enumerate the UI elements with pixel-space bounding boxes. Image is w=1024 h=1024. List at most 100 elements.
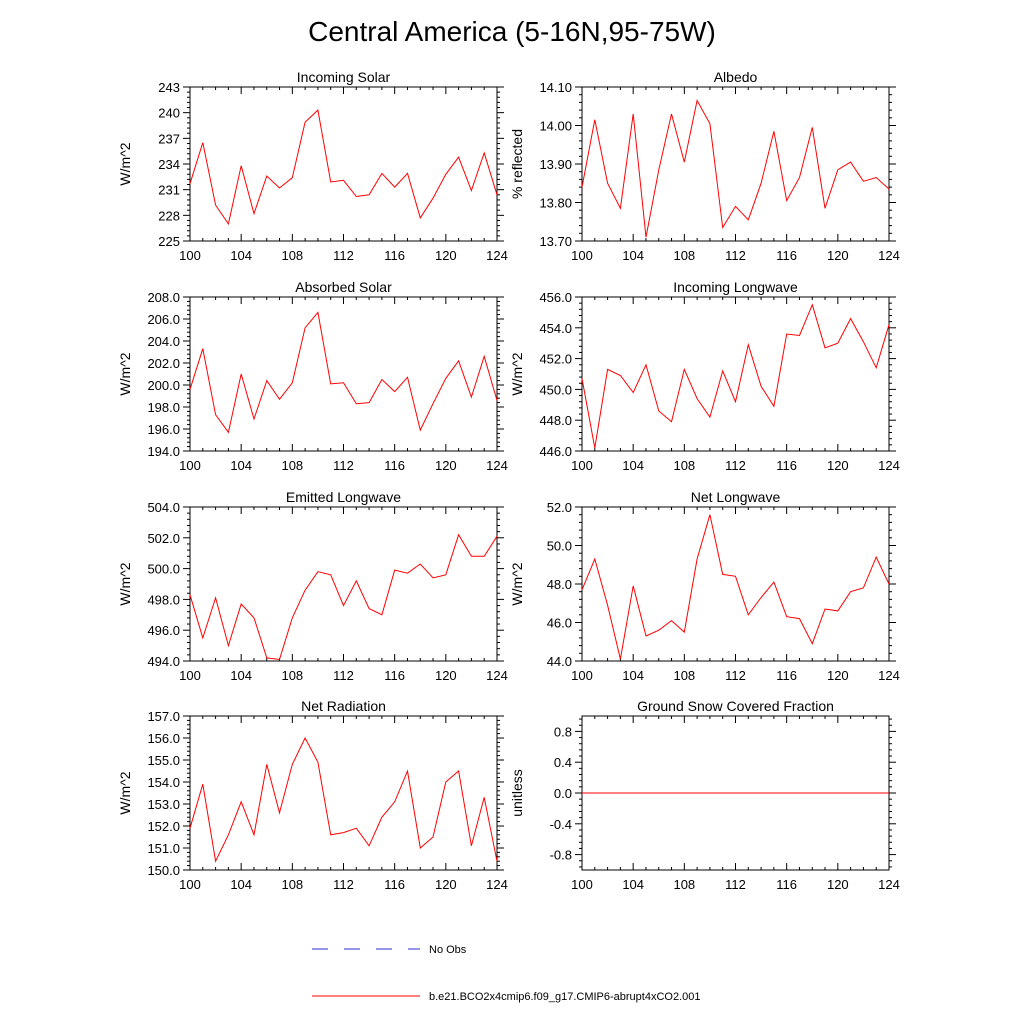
y-tick-label: 504.0 — [147, 500, 180, 515]
y-axis-label: W/m^2 — [117, 352, 133, 395]
y-tick-label: 240 — [158, 106, 180, 121]
series-line-net-longwave — [581, 514, 890, 660]
x-tick-label: 104 — [622, 668, 644, 683]
panel-incoming-solar: Incoming Solar W/m^2 100 104 108 112 116 120 124… — [117, 69, 508, 263]
y-tick-label: 194.0 — [147, 444, 180, 459]
y-tick-label: 243 — [158, 80, 180, 95]
x-tick-label: 100 — [571, 668, 593, 683]
x-tick-label: 100 — [571, 877, 593, 892]
panel-net-radiation: Net Radiation W/m^2 100 104 108 112 116 120 124 1… — [117, 698, 508, 892]
x-tick-label: 116 — [384, 877, 405, 892]
x-tick-label: 120 — [827, 458, 849, 473]
plot-frame — [189, 86, 498, 242]
y-tick-label: 156.0 — [147, 731, 180, 746]
y-tick-label: 152.0 — [147, 819, 180, 834]
x-tick-label: 104 — [230, 248, 252, 263]
y-axis-label: % reflected — [509, 129, 525, 199]
panel-title: Incoming Solar — [297, 69, 391, 85]
plot-frame — [189, 296, 498, 452]
x-tick-label: 108 — [673, 248, 695, 263]
y-axis-label: W/m^2 — [509, 562, 525, 605]
y-tick-label: 496.0 — [147, 623, 180, 638]
x-tick-label: 104 — [622, 458, 644, 473]
figure-title: Central America (5-16N,95-75W) — [308, 16, 716, 47]
x-tick-label: 112 — [333, 248, 354, 263]
x-tick-label: 116 — [776, 248, 797, 263]
x-tick-label: 100 — [179, 877, 201, 892]
y-axis-label: unitless — [509, 769, 525, 816]
y-tick-label: 450.0 — [539, 382, 572, 397]
plot-frame — [189, 715, 498, 871]
y-tick-label: 155.0 — [147, 753, 180, 768]
y-axis-label: W/m^2 — [509, 352, 525, 395]
x-tick-label: 120 — [435, 458, 457, 473]
x-tick-label: 116 — [384, 248, 405, 263]
y-tick-label: 151.0 — [147, 841, 180, 856]
panel-ground-snow-covered-fraction: Ground Snow Covered Fraction unitless 100 1… — [509, 698, 900, 892]
y-tick-label: 13.80 — [539, 196, 572, 211]
legend: No Obs b.e21.BCO2x4cmip6.f09_g17.CMIP6-a… — [312, 944, 701, 1003]
y-tick-label: -0.8 — [550, 848, 572, 863]
x-tick-label: 112 — [333, 877, 354, 892]
x-tick-label: 116 — [776, 458, 797, 473]
y-tick-label: 0.8 — [554, 724, 572, 739]
y-tick-label: 46.0 — [547, 616, 572, 631]
y-tick-label: 234 — [158, 157, 180, 172]
y-tick-label: 494.0 — [147, 654, 180, 669]
y-tick-label: 228 — [158, 208, 180, 223]
y-tick-label: 157.0 — [147, 709, 180, 724]
y-tick-label: 50.0 — [547, 539, 572, 554]
x-tick-label: 108 — [673, 668, 695, 683]
y-tick-label: 456.0 — [539, 290, 572, 305]
x-tick-label: 104 — [622, 248, 644, 263]
y-tick-label: 52.0 — [547, 500, 572, 515]
y-tick-label: -0.4 — [550, 817, 572, 832]
x-tick-label: 124 — [878, 248, 900, 263]
x-tick-label: 108 — [673, 877, 695, 892]
y-tick-label: 502.0 — [147, 531, 180, 546]
x-tick-label: 100 — [179, 248, 201, 263]
x-tick-label: 108 — [281, 668, 303, 683]
y-tick-label: 231 — [158, 183, 180, 198]
x-tick-label: 100 — [179, 458, 201, 473]
y-tick-label: 446.0 — [539, 444, 572, 459]
y-tick-label: 448.0 — [539, 413, 572, 428]
y-tick-label: 198.0 — [147, 400, 180, 415]
y-tick-label: 154.0 — [147, 775, 180, 790]
x-tick-label: 124 — [878, 668, 900, 683]
panel-title: Ground Snow Covered Fraction — [637, 698, 834, 714]
y-tick-label: 200.0 — [147, 378, 180, 393]
y-tick-label: 44.0 — [547, 654, 572, 669]
x-tick-label: 120 — [827, 877, 849, 892]
y-tick-label: 0.4 — [554, 755, 572, 770]
x-tick-label: 124 — [878, 458, 900, 473]
panel-title: Net Radiation — [301, 698, 386, 714]
panel-emitted-longwave: Emitted Longwave W/m^2 100 104 108 112 116 120 1… — [117, 489, 508, 683]
x-tick-label: 104 — [622, 877, 644, 892]
y-tick-label: 452.0 — [539, 352, 572, 367]
x-tick-label: 112 — [333, 458, 354, 473]
x-tick-label: 104 — [230, 458, 252, 473]
x-tick-label: 124 — [486, 877, 508, 892]
y-tick-label: 202.0 — [147, 356, 180, 371]
x-tick-label: 108 — [281, 458, 303, 473]
y-tick-label: 498.0 — [147, 592, 180, 607]
y-tick-label: 14.10 — [539, 80, 572, 95]
x-tick-label: 100 — [179, 668, 201, 683]
panel-title: Emitted Longwave — [286, 489, 401, 505]
x-tick-label: 120 — [435, 668, 457, 683]
y-axis-label: W/m^2 — [117, 771, 133, 814]
y-axis-label: W/m^2 — [117, 142, 133, 185]
y-tick-label: 13.70 — [539, 234, 572, 249]
x-tick-label: 120 — [827, 248, 849, 263]
y-tick-label: 237 — [158, 131, 180, 146]
x-tick-label: 108 — [281, 877, 303, 892]
x-tick-label: 112 — [725, 877, 746, 892]
series-line-net-radiation — [189, 736, 498, 863]
y-tick-label: 14.00 — [539, 119, 572, 134]
y-tick-label: 196.0 — [147, 422, 180, 437]
y-tick-label: 204.0 — [147, 334, 180, 349]
series-line-incoming-longwave — [581, 303, 890, 448]
y-tick-label: 225 — [158, 234, 180, 249]
